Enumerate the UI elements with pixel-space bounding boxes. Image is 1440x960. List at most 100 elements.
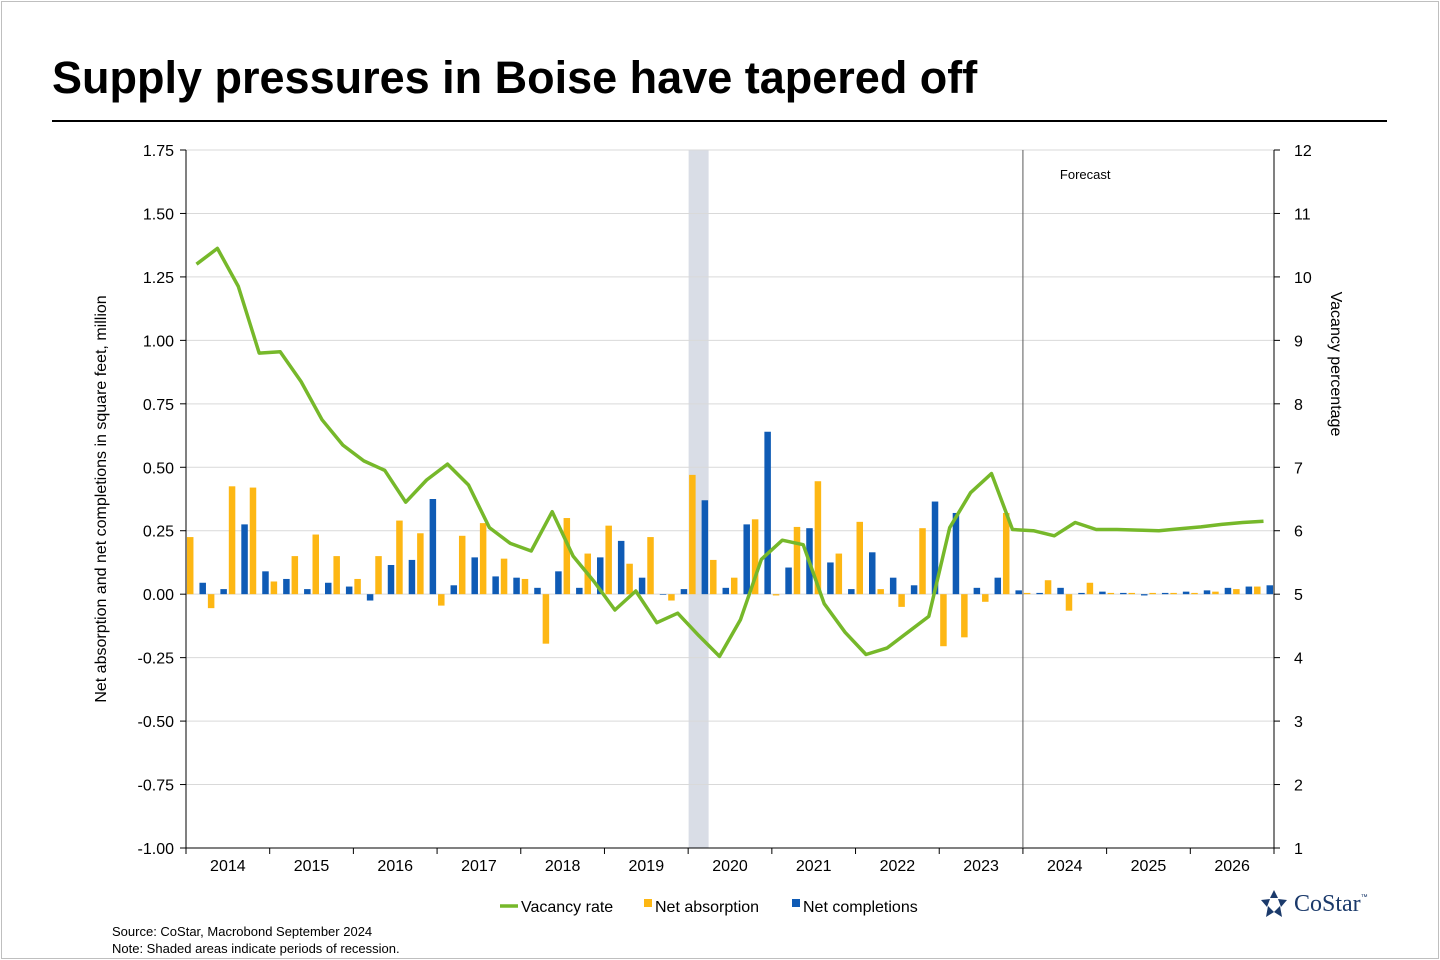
- completions-bar: [1036, 592, 1043, 595]
- completions-bar: [1203, 590, 1211, 595]
- completions-bar: [680, 589, 688, 595]
- absorption-bar: [1002, 512, 1010, 595]
- x-tick-label: 2014: [210, 858, 246, 875]
- costar-logo: CoStar ™: [1258, 888, 1368, 920]
- completions-bar: [1182, 591, 1190, 595]
- title-rule: [52, 120, 1387, 122]
- absorption-bar: [1233, 589, 1240, 595]
- absorption-bar: [396, 520, 403, 595]
- y-left-axis-label: Net absorption and net completions in sq…: [93, 295, 110, 702]
- completions-bar: [199, 582, 206, 595]
- completions-bar: [241, 524, 248, 595]
- legend-label-completions: Net completions: [803, 899, 918, 916]
- completions-bar: [513, 577, 520, 595]
- absorption-bar: [982, 594, 989, 602]
- x-tick-label: 2017: [461, 858, 497, 875]
- y-right-tick-label: 2: [1294, 778, 1303, 795]
- completions-bar: [1245, 586, 1253, 595]
- completions-bar: [429, 499, 437, 595]
- completions-bar: [471, 557, 478, 595]
- y-left-tick-label: 1.00: [143, 333, 174, 350]
- costar-logo-text: CoStar: [1294, 890, 1361, 917]
- absorption-bar: [898, 594, 905, 607]
- absorption-bar: [647, 537, 654, 595]
- absorption-bar: [626, 563, 633, 595]
- completions-bar: [764, 431, 771, 595]
- completions-bar: [450, 585, 458, 595]
- completions-bar: [994, 577, 1002, 595]
- completions-bar: [534, 587, 541, 595]
- absorption-bar: [500, 558, 508, 595]
- completions-bar: [722, 587, 730, 595]
- absorption-bar: [1170, 592, 1177, 595]
- legend-label-vacancy: Vacancy rate: [521, 899, 613, 916]
- absorption-bar: [521, 578, 529, 595]
- completions-bar: [555, 571, 562, 595]
- y-right-tick-label: 12: [1294, 143, 1312, 160]
- absorption-bar: [333, 556, 340, 595]
- absorption-bar: [668, 594, 675, 601]
- completions-bar: [576, 587, 583, 595]
- recession-shade: [688, 150, 709, 848]
- absorption-bar: [291, 556, 299, 595]
- x-tick-label: 2020: [712, 858, 748, 875]
- completions-bar: [743, 524, 750, 595]
- absorption-bar: [249, 487, 257, 595]
- y-left-tick-label: 1.25: [143, 270, 174, 287]
- y-right-tick-label: 5: [1294, 587, 1303, 604]
- completions-bar: [889, 577, 897, 595]
- y-right-tick-label: 4: [1294, 651, 1303, 668]
- completions-bar: [848, 589, 855, 595]
- absorption-bar: [228, 486, 236, 595]
- x-tick-label: 2018: [545, 858, 581, 875]
- y-right-tick-label: 8: [1294, 397, 1303, 414]
- x-tick-label: 2015: [294, 858, 330, 875]
- completions-bar: [1266, 585, 1274, 595]
- absorption-bar: [1086, 582, 1094, 595]
- completions-bar: [1161, 592, 1169, 595]
- x-tick-label: 2021: [796, 858, 832, 875]
- y-left-tick-label: 0.75: [143, 397, 174, 414]
- completions-bar: [1141, 594, 1148, 596]
- completions-bar: [1078, 592, 1085, 595]
- y-left-tick-label: -0.75: [138, 778, 175, 795]
- absorption-bar: [479, 523, 487, 595]
- completions-bar: [366, 594, 374, 601]
- source-note: Source: CoStar, Macrobond September 2024: [112, 924, 373, 939]
- recession-note: Note: Shaded areas indicate periods of r…: [112, 941, 400, 956]
- legend-swatch-completions: [792, 899, 800, 907]
- completions-bar: [1224, 587, 1232, 595]
- completions-bar: [617, 540, 625, 595]
- completions-bar: [1120, 592, 1127, 595]
- absorption-bar: [563, 518, 571, 595]
- completions-bar: [952, 512, 960, 595]
- absorption-bar: [1254, 586, 1261, 595]
- absorption-bar: [919, 528, 926, 595]
- completions-bar: [1015, 590, 1022, 595]
- completions-bar: [325, 582, 332, 595]
- x-tick-label: 2024: [1047, 858, 1083, 875]
- absorption-bar: [605, 525, 612, 595]
- y-right-tick-label: 1: [1294, 841, 1303, 858]
- x-tick-label: 2019: [629, 858, 665, 875]
- costar-logo-tm: ™: [1360, 894, 1368, 901]
- y-right-tick-label: 11: [1294, 206, 1311, 223]
- completions-bar: [638, 577, 646, 595]
- y-left-tick-label: 0.50: [143, 460, 174, 477]
- absorption-bar: [1128, 592, 1135, 595]
- completions-bar: [931, 501, 939, 595]
- forecast-label: Forecast: [1060, 167, 1111, 182]
- absorption-bar: [835, 553, 843, 595]
- absorption-bar: [814, 481, 822, 595]
- completions-bar: [785, 567, 792, 595]
- completions-bar: [659, 594, 667, 595]
- absorption-bar: [1107, 592, 1115, 595]
- absorption-bar: [1191, 592, 1198, 595]
- completions-bar: [283, 578, 290, 595]
- absorption-bar: [1065, 594, 1073, 611]
- x-tick-label: 2016: [377, 858, 413, 875]
- absorption-bar: [312, 534, 319, 595]
- absorption-bar: [458, 535, 466, 595]
